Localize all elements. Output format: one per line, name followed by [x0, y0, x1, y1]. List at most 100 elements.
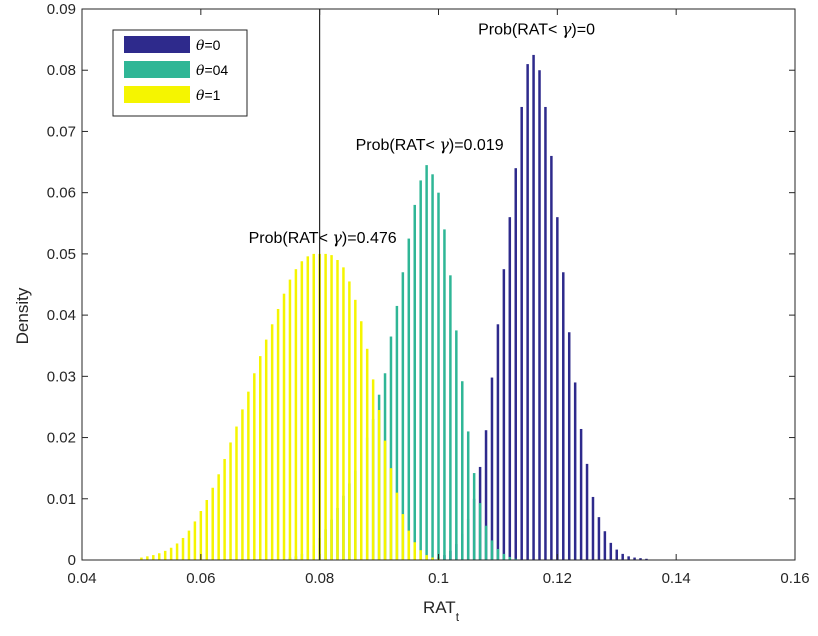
bar-series2-15 — [229, 442, 232, 560]
bar-series2-16 — [235, 426, 238, 560]
theta-symbol: θ — [196, 88, 205, 104]
bar-series0-35 — [639, 558, 642, 560]
annotation-prefix: Prob(RAT< — [249, 230, 333, 247]
bar-series1-20 — [407, 238, 411, 560]
theta-symbol: θ — [196, 63, 205, 79]
bar-series0-11 — [496, 324, 500, 560]
legend-value: =1 — [204, 87, 220, 103]
bar-series0-19 — [544, 106, 547, 561]
bar-series2-0 — [140, 557, 143, 560]
gamma-symbol: γ — [439, 135, 449, 154]
bar-series2-7 — [181, 537, 185, 560]
y-axis-title: Density — [13, 287, 32, 344]
y-tick-label: 0.09 — [47, 1, 76, 18]
bar-series2-46 — [413, 542, 416, 560]
x-tick-label: 0.06 — [186, 570, 215, 587]
bar-series2-42 — [389, 468, 393, 560]
probability-annotation: Prob(RAT< γ)=0 — [478, 20, 595, 39]
bar-series2-36 — [354, 299, 357, 560]
y-tick-label: 0.01 — [47, 491, 76, 508]
bar-series2-3 — [157, 553, 161, 560]
bar-series2-10 — [199, 511, 203, 560]
bar-series0-20 — [550, 155, 553, 560]
bar-series2-49 — [431, 557, 434, 560]
bar-series2-20 — [259, 356, 262, 560]
bar-series0-36 — [645, 558, 648, 560]
bar-series0-25 — [579, 428, 583, 560]
bar-series0-27 — [591, 496, 595, 560]
legend-swatch-2 — [124, 86, 190, 103]
bar-series0-22 — [562, 272, 565, 560]
bar-series2-6 — [175, 543, 179, 560]
bar-series0-29 — [603, 531, 607, 560]
x-axis-title-main: RAT — [423, 598, 456, 617]
legend-label-1: θ=04 — [196, 62, 228, 79]
x-axis-title-subscript: t — [456, 610, 460, 624]
bar-series2-29 — [312, 253, 315, 560]
probability-annotation: Prob(RAT< γ)=0.019 — [356, 135, 504, 154]
bar-series1-32 — [478, 503, 482, 560]
bar-series2-47 — [419, 550, 422, 560]
bar-series1-17 — [389, 336, 393, 560]
bar-series0-24 — [573, 382, 577, 560]
bar-series2-23 — [276, 308, 280, 560]
bar-series0-10 — [490, 377, 494, 560]
bar-series0-18 — [538, 70, 541, 560]
bar-series2-44 — [401, 514, 405, 560]
legend-value: =0 — [204, 37, 220, 53]
bar-series2-39 — [371, 379, 375, 560]
bar-series0-28 — [597, 517, 601, 560]
bar-series2-19 — [253, 373, 256, 560]
bar-series0-14 — [514, 168, 517, 560]
x-axis-title: RATt — [423, 598, 460, 624]
bar-series0-16 — [526, 64, 529, 560]
legend-label-2: θ=1 — [196, 87, 221, 104]
bar-series2-41 — [383, 440, 387, 560]
annotation-prefix: Prob(RAT< — [478, 22, 562, 39]
bar-series1-28 — [455, 330, 458, 560]
bar-series1-35 — [496, 548, 500, 560]
bar-series2-33 — [336, 260, 339, 560]
bar-series2-26 — [294, 269, 298, 560]
bar-series1-34 — [490, 540, 494, 560]
probability-annotation: Prob(RAT< γ)=0.476 — [249, 228, 397, 247]
bar-series2-11 — [205, 500, 209, 560]
bar-series1-30 — [466, 431, 470, 560]
legend-value: =04 — [204, 62, 228, 78]
y-tick-label: 0.07 — [47, 123, 76, 140]
bar-series2-24 — [282, 293, 286, 560]
bar-series2-31 — [324, 253, 327, 560]
bar-series2-8 — [187, 530, 191, 560]
x-tick-label: 0.1 — [428, 570, 449, 587]
y-tick-label: 0.04 — [47, 307, 76, 324]
bar-series2-40 — [377, 410, 381, 560]
bar-series2-5 — [169, 547, 173, 560]
bar-series0-9 — [484, 430, 488, 560]
bar-series2-17 — [241, 409, 244, 560]
bar-series2-9 — [193, 521, 197, 560]
bar-series1-21 — [413, 204, 416, 560]
bar-series1-18 — [395, 305, 399, 560]
x-tick-label: 0.14 — [662, 570, 691, 587]
x-tick-label: 0.04 — [67, 570, 96, 587]
y-tick-label: 0.02 — [47, 430, 76, 447]
gamma-symbol: γ — [332, 228, 342, 247]
legend-label-0: θ=0 — [196, 37, 221, 54]
bar-series2-27 — [300, 261, 304, 560]
legend-swatch-0 — [124, 36, 190, 53]
bar-series2-35 — [348, 281, 351, 560]
x-tick-label: 0.16 — [780, 570, 809, 587]
bar-series0-34 — [633, 557, 636, 560]
bar-series2-43 — [395, 492, 399, 560]
bar-series1-29 — [461, 381, 464, 560]
y-tick-label: 0.03 — [47, 368, 76, 385]
bar-series0-30 — [609, 542, 613, 560]
series-1 — [288, 165, 517, 561]
bar-series2-18 — [247, 391, 250, 560]
annotation-suffix: )=0.476 — [342, 230, 397, 247]
legend: θ=0θ=04θ=1 — [112, 29, 248, 117]
bar-series2-21 — [264, 339, 268, 560]
bar-series0-21 — [556, 217, 559, 560]
series-2 — [140, 253, 440, 561]
bar-series2-45 — [407, 530, 411, 560]
